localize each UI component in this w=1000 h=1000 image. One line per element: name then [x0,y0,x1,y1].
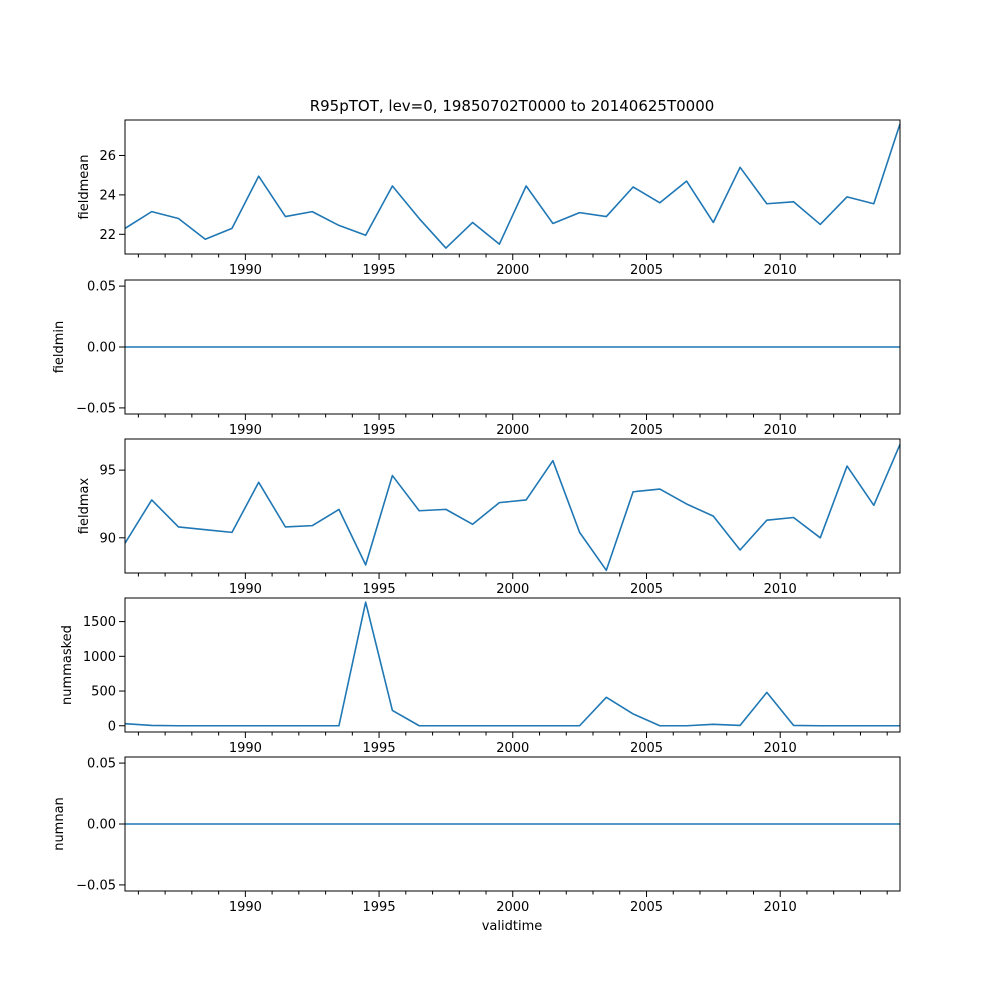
axes-frame [124,438,901,574]
y-axis-title: fieldmax [77,478,92,535]
y-tick-label: 0.00 [87,818,116,833]
x-tick-label: 1995 [363,263,396,278]
x-tick-label: 1990 [229,582,262,597]
y-tick-label: 1000 [83,650,116,665]
x-tick-label: 1990 [229,423,262,438]
x-tick-label: 2000 [496,900,529,915]
x-tick-label: 1995 [363,582,396,597]
y-tick-label: 90 [99,531,116,546]
series-line-fieldmax [124,444,901,572]
x-tick-label: 2010 [764,741,797,756]
x-tick-label: 2010 [764,263,797,278]
y-tick-label: 0.00 [87,341,116,356]
x-tick-label: 1990 [229,900,262,915]
y-tick-label: 22 [99,228,116,243]
y-tick-label: 0 [108,719,116,734]
axes-frame [124,119,901,255]
x-tick-label: 2005 [630,900,663,915]
y-tick-label: 0.05 [87,280,116,295]
y-tick-label: 0.05 [87,757,116,772]
x-tick-label: 1990 [229,263,262,278]
x-tick-label: 2005 [630,741,663,756]
x-tick-label: 2000 [496,423,529,438]
y-tick-label: 95 [99,464,116,479]
panel-fieldmin: 1990 1995 2000 2005 2010 −0.05 0.00 0.05 fieldmi… [52,279,901,438]
series-line-nummasked [124,601,900,727]
x-tick-label: 1995 [363,423,396,438]
y-tick-label: −0.05 [76,878,116,893]
x-tick-label: 2010 [764,423,797,438]
y-axis-title: fieldmean [77,155,92,220]
y-tick-label: 1500 [83,615,116,630]
panel-fieldmax: 1990 1995 2000 2005 2010 90 95 fieldmax [77,438,901,597]
panel-fieldmean: 1990 1995 2000 2005 2010 22 24 26 fieldmean [77,119,901,278]
x-tick-label: 2000 [496,741,529,756]
x-tick-label: 1995 [363,900,396,915]
x-tick-label: 2000 [496,582,529,597]
chart-title: R95pTOT, lev=0, 19850702T0000 to 2014062… [310,97,715,115]
x-tick-label: 2010 [764,900,797,915]
y-tick-label: −0.05 [76,401,116,416]
x-tick-label: 2000 [496,263,529,278]
x-tick-label: 2005 [630,582,663,597]
y-axis-title: fieldmin [52,321,67,374]
y-axis-title: nummasked [60,625,75,705]
x-tick-label: 1990 [229,741,262,756]
y-tick-label: 24 [99,188,116,203]
panel-numnan: 1990 1995 2000 2005 2010 −0.05 0.00 0.05 numnan [52,756,901,915]
axes-frame [124,597,901,733]
x-tick-label: 2010 [764,582,797,597]
x-tick-label: 2005 [630,263,663,278]
y-tick-label: 500 [91,685,116,700]
panel-nummasked: 1990 1995 2000 2005 2010 0 500 1000 1500 nummaske… [60,597,901,756]
y-axis-title: numnan [52,797,67,851]
series-line-fieldmean [124,123,901,249]
y-tick-label: 26 [99,149,116,164]
x-tick-label: 1995 [363,741,396,756]
x-axis-title: validtime [482,919,543,934]
x-tick-label: 2005 [630,423,663,438]
